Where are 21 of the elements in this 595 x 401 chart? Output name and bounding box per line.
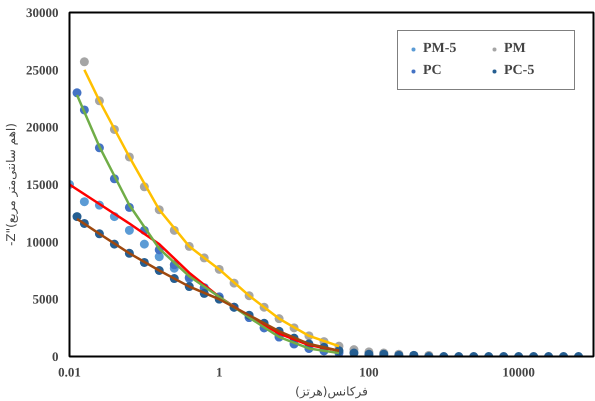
x-tick-label: 10000	[502, 364, 535, 380]
y-axis-title: -Z"(اهم سانتی‌متر مربع)	[4, 123, 18, 246]
y-tick-label: 5000	[32, 292, 58, 307]
legend-label: PC	[423, 63, 443, 79]
x-tick-label: 100	[359, 364, 379, 380]
y-tick-label: 30000	[26, 5, 58, 20]
y-tick-label: 15000	[26, 177, 58, 192]
x-tick-label: 1	[216, 364, 222, 380]
point	[80, 197, 89, 206]
x-tick-label: 0.01	[58, 364, 81, 380]
y-tick-label: 0	[52, 349, 58, 364]
y-tick-label: 25000	[26, 62, 58, 78]
point	[349, 348, 358, 356]
legend-label: PC-5	[504, 63, 536, 79]
point	[124, 226, 134, 235]
point	[140, 240, 149, 249]
legend-label: PM-5	[423, 41, 458, 57]
legend-label: PM	[504, 41, 527, 57]
y-tick-label: 20000	[26, 120, 58, 135]
x-axis-title: فرکانس(هرتز)	[295, 384, 368, 398]
y-tick-label: 10000	[26, 234, 58, 250]
